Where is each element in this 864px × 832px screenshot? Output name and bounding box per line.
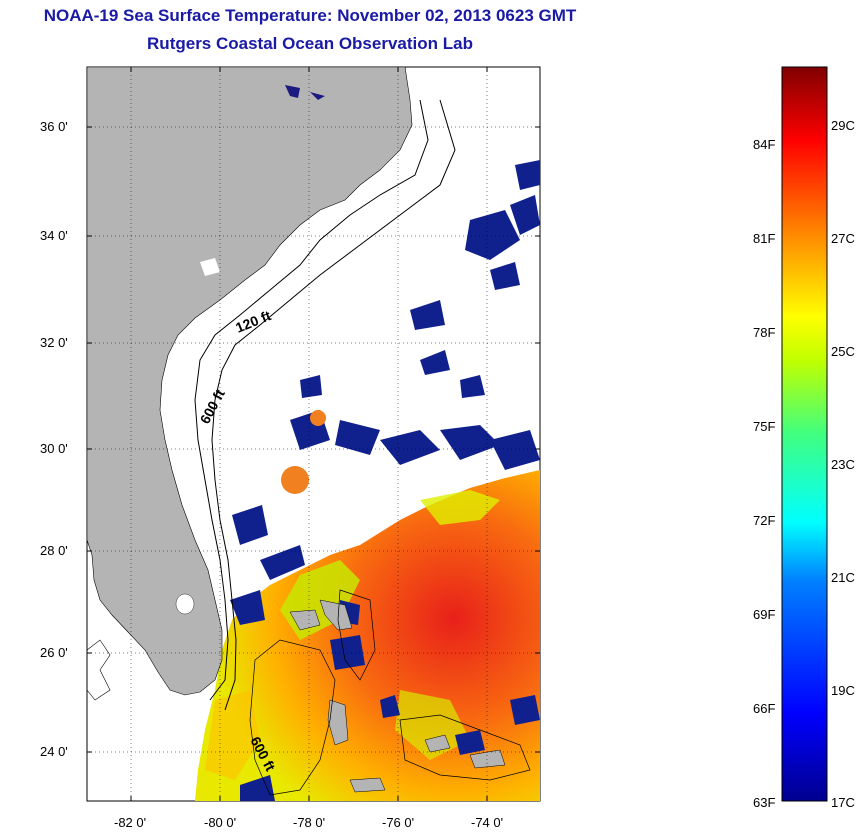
axis-ticks — [87, 67, 540, 801]
lon-tick-label: -76 0' — [382, 815, 415, 830]
cool-patch — [205, 690, 260, 780]
colorbar-c-label: 25C — [831, 344, 855, 359]
colorbar-f-label: 63F — [753, 795, 776, 810]
lat-tick-label: 32 0' — [40, 335, 68, 350]
contour-120ft — [194, 99, 429, 701]
lon-tick-label: -80 0' — [204, 815, 237, 830]
lake — [175, 593, 195, 615]
colorbar-f-label: 75F — [753, 419, 776, 434]
contour-bank — [399, 714, 531, 781]
map-title: NOAA-19 Sea Surface Temperature: Novembe… — [43, 6, 577, 25]
colorbar-c-label: 27C — [831, 231, 855, 246]
lat-tick-label: 28 0' — [40, 543, 68, 558]
lat-tick-label: 26 0' — [40, 645, 68, 660]
lat-tick-label: 30 0' — [40, 441, 68, 456]
cool-patch — [420, 490, 500, 525]
lon-tick-label: -74 0' — [471, 815, 504, 830]
colorbar-f-label: 66F — [753, 701, 776, 716]
map-subtitle: Rutgers Coastal Ocean Observation Lab — [147, 34, 473, 53]
lat-tick-label: 36 0' — [40, 119, 68, 134]
sound — [285, 85, 300, 98]
colorbar-f-label: 81F — [753, 231, 776, 246]
land-mass — [87, 67, 413, 696]
eddy — [281, 466, 309, 494]
lon-tick-label: -78 0' — [293, 815, 326, 830]
cold-pixels — [230, 160, 540, 801]
lat-tick-label: 24 0' — [40, 744, 68, 759]
bahamas-islands — [289, 599, 506, 793]
contour-bank — [249, 639, 336, 796]
colorbar-c-label: 21C — [831, 570, 855, 585]
colorbar-c-label: 23C — [831, 457, 855, 472]
colorbar-f-label: 72F — [753, 513, 776, 528]
cool-patch — [395, 690, 470, 760]
colorbar-c-label: 19C — [831, 683, 855, 698]
contour-bank — [337, 589, 376, 681]
sound — [310, 92, 325, 100]
contour-shelf — [87, 639, 111, 701]
colorbar-f-label: 69F — [753, 607, 776, 622]
colorbar-f-label: 84F — [753, 137, 776, 152]
lat-tick-label: 34 0' — [40, 228, 68, 243]
colorbar-c-label: 17C — [831, 795, 855, 810]
contour-600ft — [211, 99, 456, 711]
colorbar — [781, 66, 828, 802]
eddy — [310, 410, 326, 426]
colorbar-f-label: 78F — [753, 325, 776, 340]
lon-tick-label: -82 0' — [114, 815, 147, 830]
colorbar-c-label: 29C — [831, 118, 855, 133]
lake — [200, 258, 220, 276]
